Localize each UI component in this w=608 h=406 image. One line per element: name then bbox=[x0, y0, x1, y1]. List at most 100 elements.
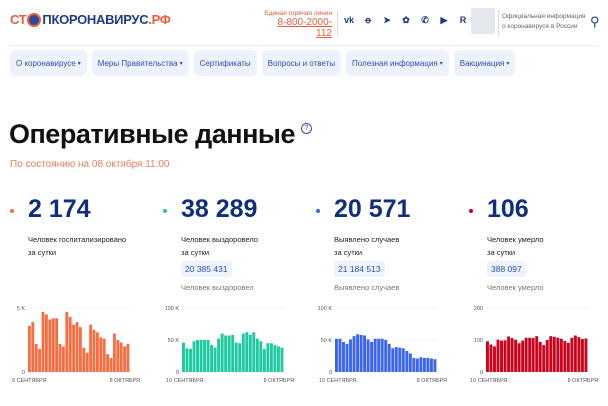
nav-about[interactable]: О коронавирусе bbox=[10, 50, 87, 76]
ok-icon[interactable]: ꝋ bbox=[364, 14, 372, 25]
vk-icon[interactable]: vk bbox=[343, 15, 354, 25]
header-divider bbox=[10, 45, 598, 46]
bar bbox=[113, 333, 116, 372]
bar bbox=[220, 333, 224, 372]
bar bbox=[422, 357, 426, 372]
site-logo[interactable]: СТ ПКОРОНАВИРУС .РФ bbox=[10, 12, 171, 27]
bar bbox=[408, 353, 412, 372]
bar bbox=[62, 346, 65, 372]
y-tick-label: 50 K bbox=[321, 338, 333, 344]
x-axis-start-label: 9 СЕНТЯБРЯ bbox=[12, 378, 47, 384]
bar bbox=[391, 348, 395, 372]
x-axis-end-label: 8 ОКТЯБРЯ bbox=[568, 378, 598, 384]
bar bbox=[394, 347, 398, 372]
bar bbox=[538, 341, 542, 372]
bar bbox=[338, 338, 342, 372]
bar bbox=[433, 359, 437, 372]
page-title: Оперативные данные bbox=[9, 119, 295, 149]
bar bbox=[210, 345, 214, 372]
bar bbox=[349, 339, 352, 372]
bar bbox=[507, 336, 511, 372]
stat-label: Человек умерло за сутки bbox=[487, 235, 544, 257]
bar bbox=[58, 343, 62, 372]
bar bbox=[92, 329, 96, 372]
y-tick-label: 100 bbox=[474, 338, 483, 344]
bar bbox=[79, 327, 82, 372]
bar bbox=[570, 337, 574, 372]
bar bbox=[500, 340, 503, 372]
bar bbox=[496, 339, 500, 372]
bar bbox=[199, 340, 203, 372]
bar bbox=[38, 348, 41, 372]
nav-government-measures[interactable]: Меры Правительства bbox=[91, 50, 189, 76]
bar bbox=[126, 343, 130, 372]
status-date: По состоянию на 08 октября 11:00 bbox=[10, 159, 170, 170]
stat-value: 2 174 bbox=[28, 195, 91, 223]
bar bbox=[486, 341, 489, 372]
nav-useful-info[interactable]: Полезная информация bbox=[346, 50, 449, 76]
bar bbox=[545, 340, 549, 372]
bar bbox=[31, 322, 35, 372]
stat-label: Человек выздоровело за сутки bbox=[181, 235, 258, 257]
stat-value: 106 bbox=[487, 195, 529, 223]
telegram-icon[interactable]: ➤ bbox=[383, 14, 391, 25]
bar bbox=[352, 336, 356, 372]
x-axis-end-label: 8 ОКТЯБРЯ bbox=[110, 378, 140, 384]
bar bbox=[238, 343, 242, 372]
bar bbox=[65, 311, 69, 372]
chart-deaths: 0 100 200 10 СЕНТЯБРЯ 8 ОКТЯБРЯ bbox=[470, 306, 598, 384]
bar bbox=[252, 332, 256, 372]
y-tick-label: 5 K bbox=[17, 306, 26, 312]
government-emblem[interactable] bbox=[471, 8, 495, 34]
bar bbox=[356, 334, 360, 372]
stat-label: Человек госпитализировано за сутки bbox=[28, 235, 127, 257]
bar bbox=[584, 338, 588, 372]
youtube-icon[interactable]: ▶ bbox=[440, 14, 448, 25]
bar bbox=[335, 338, 338, 372]
hotline: Единая горячая линия 8-800-2000-112 bbox=[262, 10, 332, 39]
bar bbox=[531, 338, 535, 372]
stat-total: 20 385 431 bbox=[181, 261, 232, 277]
bar bbox=[363, 335, 367, 372]
stat-total-label: Человек выздоровел bbox=[181, 283, 254, 292]
bar bbox=[41, 311, 45, 372]
bar bbox=[345, 343, 349, 372]
nav-certificates[interactable]: Сертификаты bbox=[193, 50, 257, 76]
bar bbox=[89, 324, 92, 372]
bar bbox=[373, 338, 377, 372]
search-icon[interactable]: ⚲ bbox=[590, 14, 600, 29]
title-row: Оперативные данные ? bbox=[9, 119, 312, 150]
nav-faq[interactable]: Вопросы и ответы bbox=[261, 50, 341, 76]
hotline-number[interactable]: 8-800-2000-112 bbox=[277, 17, 332, 39]
odnoklassniki-icon[interactable]: ✿ bbox=[402, 14, 410, 25]
y-tick-label: 0 bbox=[176, 370, 179, 376]
bar bbox=[182, 342, 185, 372]
bar bbox=[28, 325, 31, 372]
viber-icon[interactable]: ✆ bbox=[421, 14, 429, 25]
bar bbox=[55, 318, 58, 372]
bar bbox=[109, 357, 113, 372]
help-icon[interactable]: ? bbox=[300, 123, 312, 134]
bar bbox=[119, 342, 123, 372]
virus-stop-icon bbox=[27, 12, 42, 27]
nav-vaccination[interactable]: Вакцинация bbox=[453, 50, 516, 76]
x-axis-start-label: 10 СЕНТЯБРЯ bbox=[166, 378, 204, 384]
bar bbox=[342, 341, 345, 372]
bar bbox=[377, 338, 381, 372]
x-axis-start-label: 10 СЕНТЯБРЯ bbox=[470, 378, 508, 384]
stat-total-label: Выявлено случаев bbox=[334, 283, 400, 292]
rutube-icon[interactable]: R bbox=[459, 15, 467, 25]
bar bbox=[517, 343, 521, 372]
bar bbox=[359, 334, 363, 372]
bar bbox=[524, 337, 528, 372]
bar bbox=[276, 346, 280, 372]
stat-total-label: Человек умерло bbox=[487, 283, 544, 292]
bar bbox=[401, 348, 405, 372]
bar bbox=[213, 347, 217, 372]
y-tick-label: 200 bbox=[474, 306, 483, 312]
y-tick-label: 50 K bbox=[168, 338, 180, 344]
bar bbox=[580, 339, 584, 372]
bar bbox=[51, 318, 55, 372]
bar bbox=[72, 324, 75, 372]
bar bbox=[577, 337, 581, 372]
